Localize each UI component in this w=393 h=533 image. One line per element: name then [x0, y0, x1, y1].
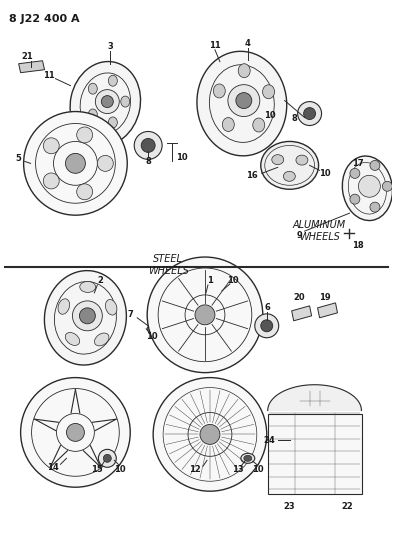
Circle shape: [98, 449, 116, 467]
Text: 10: 10: [176, 153, 188, 162]
Ellipse shape: [342, 156, 393, 221]
Ellipse shape: [272, 155, 284, 165]
Ellipse shape: [121, 96, 130, 107]
Circle shape: [228, 85, 260, 117]
Ellipse shape: [213, 84, 225, 98]
Text: 18: 18: [352, 240, 363, 249]
Circle shape: [200, 424, 220, 445]
Polygon shape: [318, 303, 338, 318]
Circle shape: [66, 154, 85, 173]
Text: 7: 7: [127, 310, 133, 319]
Ellipse shape: [222, 118, 234, 132]
Text: ALUMINUM
WHEELS: ALUMINUM WHEELS: [293, 220, 346, 243]
Circle shape: [350, 168, 360, 179]
Ellipse shape: [44, 271, 127, 365]
Text: 9: 9: [297, 231, 303, 240]
Circle shape: [236, 93, 252, 109]
Ellipse shape: [197, 51, 287, 156]
Circle shape: [97, 156, 113, 171]
Ellipse shape: [65, 333, 80, 345]
Circle shape: [20, 377, 130, 487]
Text: 24: 24: [264, 436, 275, 445]
Text: 8: 8: [145, 157, 151, 166]
Text: 17: 17: [352, 159, 363, 168]
Ellipse shape: [58, 299, 70, 314]
Ellipse shape: [283, 171, 295, 181]
Text: 22: 22: [342, 502, 353, 511]
Text: 12: 12: [189, 465, 201, 474]
Ellipse shape: [105, 300, 117, 315]
Text: 6: 6: [265, 303, 271, 312]
Circle shape: [261, 320, 273, 332]
Ellipse shape: [253, 118, 265, 132]
Ellipse shape: [244, 455, 252, 461]
Circle shape: [77, 184, 93, 200]
Text: 11: 11: [209, 41, 221, 50]
Ellipse shape: [108, 75, 118, 86]
Text: 10: 10: [319, 169, 331, 178]
Ellipse shape: [80, 281, 96, 293]
Ellipse shape: [241, 454, 255, 463]
Circle shape: [147, 257, 263, 373]
Ellipse shape: [94, 333, 109, 346]
Circle shape: [103, 454, 111, 462]
Text: STEEL
WHEELS: STEEL WHEELS: [148, 254, 189, 276]
Text: 5: 5: [16, 154, 22, 163]
Text: 16: 16: [246, 171, 258, 180]
Circle shape: [95, 90, 119, 114]
Circle shape: [77, 127, 93, 143]
Circle shape: [24, 111, 127, 215]
Ellipse shape: [263, 85, 275, 99]
Ellipse shape: [88, 109, 97, 120]
Circle shape: [134, 132, 162, 159]
Text: 1: 1: [207, 277, 213, 286]
Circle shape: [370, 160, 380, 171]
Polygon shape: [268, 385, 362, 410]
Circle shape: [101, 95, 113, 108]
Text: 8: 8: [292, 114, 298, 123]
Text: 4: 4: [245, 39, 251, 49]
Ellipse shape: [108, 117, 118, 128]
Text: 21: 21: [22, 52, 33, 61]
Polygon shape: [292, 306, 312, 321]
Circle shape: [43, 138, 59, 154]
Text: 13: 13: [232, 465, 244, 474]
Circle shape: [141, 139, 155, 152]
Circle shape: [298, 102, 321, 125]
Ellipse shape: [88, 83, 97, 94]
Circle shape: [370, 202, 380, 212]
Text: 15: 15: [92, 465, 103, 474]
FancyBboxPatch shape: [268, 415, 362, 494]
Text: 2: 2: [97, 277, 103, 286]
Text: 19: 19: [319, 293, 331, 302]
Circle shape: [304, 108, 316, 119]
Text: 14: 14: [47, 463, 59, 472]
Circle shape: [382, 181, 392, 191]
Text: 23: 23: [284, 502, 296, 511]
Ellipse shape: [238, 64, 250, 78]
Circle shape: [43, 173, 59, 189]
Text: 10: 10: [264, 111, 275, 120]
Circle shape: [195, 305, 215, 325]
Circle shape: [153, 377, 267, 491]
Ellipse shape: [296, 155, 308, 165]
Ellipse shape: [70, 61, 141, 146]
Circle shape: [255, 314, 279, 338]
Text: 10: 10: [252, 465, 264, 474]
Circle shape: [72, 301, 102, 331]
Text: 10: 10: [227, 277, 239, 286]
Text: 10: 10: [146, 332, 158, 341]
Polygon shape: [18, 61, 44, 72]
Circle shape: [79, 308, 95, 324]
Text: 20: 20: [294, 293, 305, 302]
Circle shape: [358, 175, 380, 197]
Circle shape: [66, 423, 84, 441]
Ellipse shape: [261, 141, 319, 189]
Text: 11: 11: [43, 71, 54, 80]
Circle shape: [350, 194, 360, 204]
Text: 10: 10: [114, 465, 126, 474]
Text: 3: 3: [107, 42, 113, 51]
Ellipse shape: [147, 325, 157, 332]
Text: 8 J22 400 A: 8 J22 400 A: [9, 14, 79, 24]
